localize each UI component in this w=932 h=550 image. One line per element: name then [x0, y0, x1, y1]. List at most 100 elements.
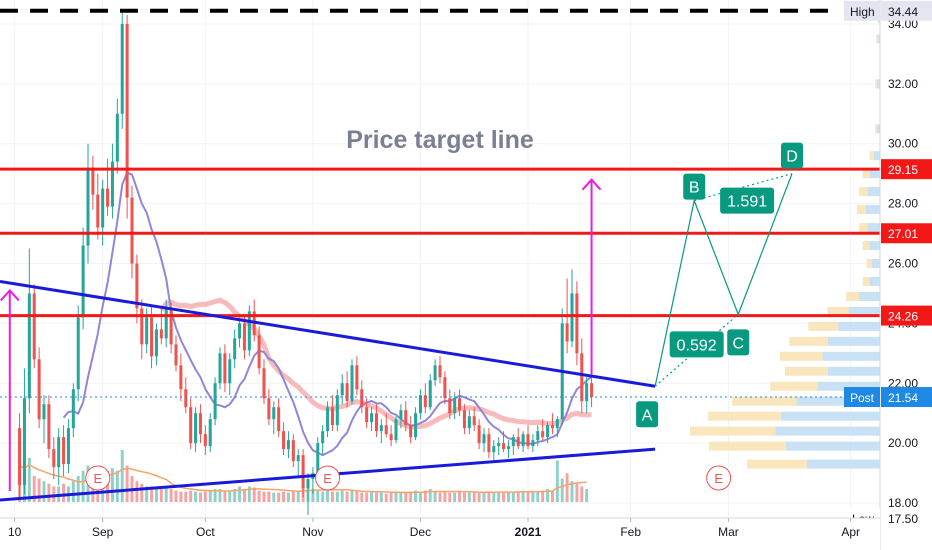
trendline-upper[interactable]: [0, 279, 656, 388]
volume-bar: [355, 491, 359, 502]
candle: [330, 395, 334, 432]
volume-bar: [438, 492, 442, 502]
volume-bar: [189, 490, 193, 502]
pattern-point-c-text: C: [732, 335, 744, 352]
earnings-marker[interactable]: E: [706, 465, 732, 491]
pattern-point-d[interactable]: D: [781, 142, 803, 169]
volume-bar: [443, 491, 447, 502]
volume-bar: [247, 486, 251, 502]
candle: [91, 155, 95, 210]
high-price-tag-bg: [881, 0, 932, 21]
candle-body: [541, 431, 545, 438]
candle-body: [267, 398, 271, 420]
pattern-point-a[interactable]: A: [636, 401, 659, 428]
volume-profile-buy-bar: [775, 426, 880, 436]
target-arrow-head: [581, 178, 602, 191]
pattern-point-c[interactable]: C: [727, 329, 750, 356]
low-price-tag-value: 17.50: [888, 512, 918, 526]
candle-body: [399, 410, 403, 420]
price-tick-label: 20.00: [888, 436, 918, 450]
volume-bar: [223, 491, 227, 502]
candle-body: [42, 404, 46, 420]
candle: [198, 404, 202, 444]
time-tick-label: 10: [8, 525, 22, 539]
volume-bar: [154, 489, 158, 502]
candle: [541, 419, 545, 441]
candle-body: [194, 413, 198, 444]
earnings-marker[interactable]: E: [85, 465, 111, 491]
candle: [37, 347, 41, 429]
volume-bar: [575, 483, 579, 502]
candle-body: [282, 431, 286, 450]
candle: [291, 434, 295, 468]
time-tick-label: Oct: [196, 525, 215, 539]
candle-body: [394, 419, 398, 441]
candle-body: [291, 440, 295, 462]
volume-profile-buy-bar: [867, 187, 880, 197]
earnings-marker[interactable]: E: [315, 465, 341, 491]
volume-bar: [291, 491, 295, 502]
earnings-marker-label: E: [714, 471, 723, 486]
candle: [453, 392, 457, 420]
price-axis: 18.0020.0022.0024.0026.0028.0030.0032.00…: [844, 0, 932, 550]
candle-body: [22, 398, 26, 486]
candle: [213, 377, 217, 426]
volume-bar: [370, 491, 374, 502]
volume-bar: [296, 490, 300, 502]
candle: [267, 389, 271, 426]
volume-profile-sell-bar: [789, 336, 828, 346]
pattern-point-a-text: A: [642, 407, 653, 424]
volume-bar: [159, 489, 163, 502]
abcd-pattern-line[interactable]: [654, 173, 793, 387]
candle-body: [277, 407, 281, 432]
post-price-tag: 21.54 Post: [844, 387, 932, 408]
volume-bar: [311, 489, 315, 502]
candle-body: [453, 398, 457, 414]
candle-body: [316, 443, 320, 474]
volume-profile-buy-bar: [806, 459, 880, 469]
candle-body: [472, 416, 476, 426]
target-arrow[interactable]: [0, 288, 20, 492]
candle-body: [135, 263, 139, 309]
pattern-point-b-text: B: [689, 180, 700, 197]
candle: [32, 284, 36, 369]
candle: [550, 413, 554, 435]
candle: [238, 317, 242, 348]
candle: [42, 395, 46, 444]
candle: [321, 425, 325, 456]
volume-bar: [531, 490, 535, 502]
volume-profile-buy-bar: [838, 321, 880, 331]
drawings[interactable]: A B C D 0.592 1.591 E E E: [0, 8, 880, 502]
candle-body: [81, 245, 85, 318]
volume-bar: [458, 491, 462, 502]
candle-body: [477, 425, 481, 444]
candle-body: [110, 161, 114, 207]
post-price-tag-label: Post: [850, 391, 875, 405]
ratio-label-ac[interactable]: 0.592: [669, 331, 724, 358]
target-arrow[interactable]: [581, 178, 602, 375]
candle-body: [374, 413, 378, 432]
volume-bar: [555, 460, 559, 502]
volume-profile-buy-bar: [869, 241, 880, 251]
candle: [140, 299, 144, 360]
candle: [179, 353, 183, 402]
volume-bar: [506, 491, 510, 502]
volume-profile-buy-bar: [859, 291, 880, 301]
volume-bar: [316, 490, 320, 502]
volume-bar: [399, 492, 403, 502]
volume-profile-sell-bar: [747, 459, 807, 469]
candle: [282, 422, 286, 456]
candle: [487, 428, 491, 459]
volume-bar: [252, 487, 256, 502]
candle: [511, 434, 515, 456]
volume-bar: [379, 492, 383, 502]
candle: [379, 419, 383, 444]
candle-body: [115, 113, 119, 162]
candle-body: [536, 431, 540, 441]
low-price-tag-bg: [881, 508, 932, 528]
volume-bar: [502, 492, 506, 502]
ratio-label-bd[interactable]: 1.591: [720, 187, 775, 214]
pattern-point-b[interactable]: B: [683, 173, 706, 200]
time-tick-label: Dec: [410, 525, 431, 539]
